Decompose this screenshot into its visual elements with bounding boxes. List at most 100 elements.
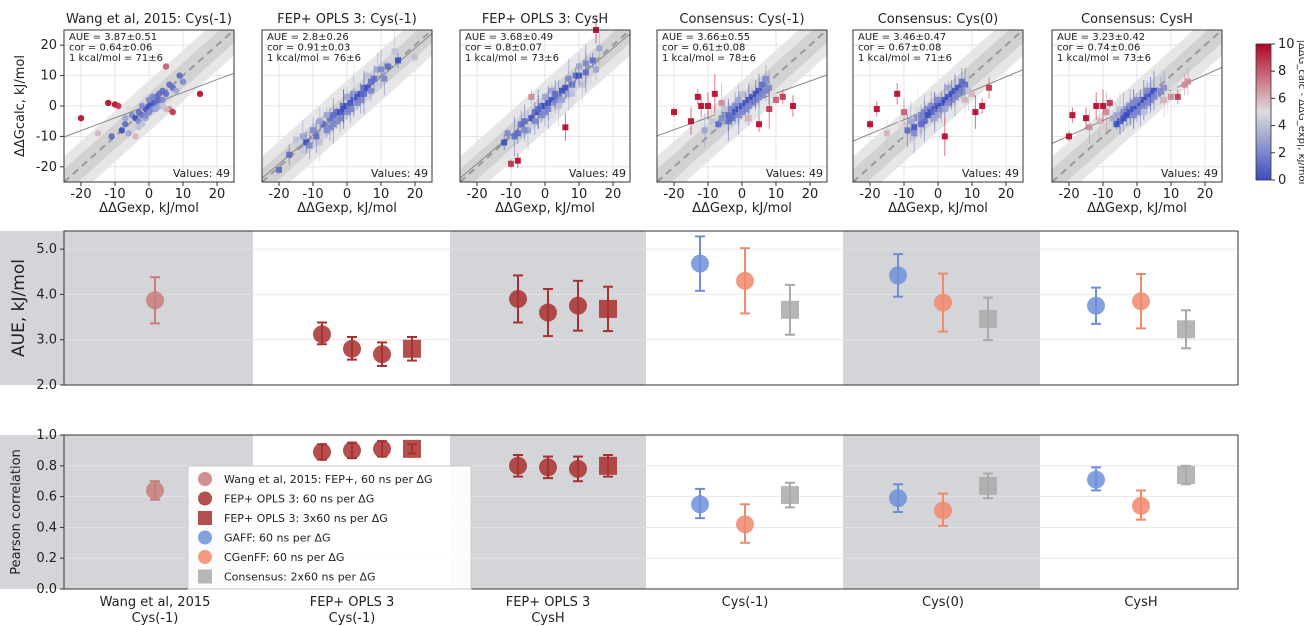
data-point (518, 121, 525, 128)
data-point (552, 90, 559, 97)
y-tick-label: 4.0 (36, 287, 57, 302)
legend-marker (198, 569, 212, 584)
data-point (1144, 87, 1151, 94)
data-point (759, 90, 766, 97)
data-point (347, 106, 354, 113)
x-tick-label: -20 (70, 187, 91, 202)
data-point (1120, 109, 1127, 116)
data-point (935, 103, 941, 109)
data-point (344, 109, 350, 116)
data-point (1140, 109, 1147, 116)
legend-box (187, 465, 472, 590)
data-point (935, 112, 941, 119)
marker-circle (373, 439, 391, 458)
scatter-panel-1: Wang et al, 2015: Cys(-1) AUE = 3.87±0.51… (13, 12, 235, 216)
marker-circle (373, 345, 391, 364)
panel-title: Wang et al, 2015: Cys(-1) (66, 12, 232, 27)
data-point (381, 75, 388, 82)
data-point (1161, 96, 1168, 103)
stat-annotation: AUE = 3.68±0.49 (465, 32, 553, 43)
data-point (1151, 93, 1157, 100)
marker-square (979, 476, 997, 495)
marker-circle (313, 442, 331, 461)
x-tick-label: 0 (1133, 187, 1141, 202)
data-point (1147, 90, 1154, 97)
stat-annotation: cor = 0.67±0.08 (858, 43, 941, 54)
data-point (548, 87, 555, 94)
data-point (1127, 103, 1134, 109)
data-point (323, 127, 330, 134)
data-point (941, 96, 948, 103)
data-point (299, 133, 306, 140)
data-point (323, 112, 330, 119)
data-point (162, 63, 170, 70)
data-point (535, 106, 542, 113)
data-point (125, 105, 132, 113)
data-point (94, 130, 102, 137)
data-point (1168, 93, 1174, 100)
data-point (364, 84, 371, 91)
data-point (952, 93, 958, 100)
colorbar-tick-label: 6 (1278, 91, 1286, 106)
y-tick-label: 2.0 (36, 378, 57, 393)
values-count: Values: 49 (371, 167, 428, 180)
colorbar-tick-label: 2 (1278, 146, 1286, 161)
data-point (766, 106, 773, 113)
data-point (979, 103, 986, 109)
data-point (542, 109, 548, 116)
data-point (169, 108, 176, 116)
group-label: CysH (1124, 595, 1157, 610)
marker-square (599, 299, 617, 318)
marker-circle (889, 266, 907, 285)
marker-square (403, 439, 421, 458)
data-point (596, 45, 603, 52)
data-point (1117, 106, 1123, 113)
data-point (718, 99, 725, 106)
data-point (108, 133, 115, 140)
plot-frame (63, 434, 1239, 590)
data-point (935, 96, 941, 103)
data-point (1110, 115, 1117, 122)
data-point (149, 93, 156, 101)
data-point (333, 118, 340, 125)
plot-area (64, 231, 1238, 385)
marker-square (781, 300, 799, 319)
legend-label: FEP+ OPLS 3: 60 ns per ΔG (224, 493, 374, 506)
stat-annotation: cor = 0.91±0.03 (267, 43, 350, 54)
marker-circle (889, 489, 907, 508)
data-point (1151, 87, 1157, 94)
data-point (504, 130, 511, 137)
group-label-line2: Cys(-1) (132, 611, 179, 626)
data-point (739, 109, 745, 116)
panel-title: FEP+ OPLS 3: CysH (482, 12, 608, 27)
data-point (593, 66, 599, 73)
data-point (538, 103, 545, 109)
data-point (728, 106, 735, 113)
data-point (884, 130, 890, 137)
data-point (1066, 133, 1072, 140)
data-point (122, 121, 129, 128)
data-point (790, 103, 796, 109)
data-point (132, 133, 139, 140)
data-point (176, 72, 183, 79)
data-point (945, 84, 952, 91)
data-point (320, 121, 327, 128)
colorbar: 0 2 4 6 8 10|ΔΔG_calc - ΔΔG_exp|, kJ/mol (1255, 37, 1304, 188)
data-point (582, 69, 589, 76)
data-point (316, 139, 323, 146)
data-point (276, 166, 282, 173)
data-point (941, 106, 948, 113)
legend-label: Consensus: 2x60 ns per ΔG (224, 571, 376, 584)
data-point (569, 90, 576, 97)
data-point (545, 106, 552, 113)
legend-label: CGenFF: 60 ns per ΔG (224, 551, 344, 564)
group-label: FEP+ OPLS 3 (506, 595, 591, 610)
data-point (159, 102, 166, 110)
marker-circle (539, 458, 557, 477)
legend-marker (198, 491, 212, 506)
stat-annotation: 1 kcal/mol = 73±6 (1057, 53, 1151, 64)
data-point (378, 66, 384, 73)
data-point (135, 124, 142, 131)
data-point (374, 66, 381, 73)
aue-panel: 2.0 3.0 4.0 5.0 AUE, kJ/mol (0, 230, 1239, 393)
